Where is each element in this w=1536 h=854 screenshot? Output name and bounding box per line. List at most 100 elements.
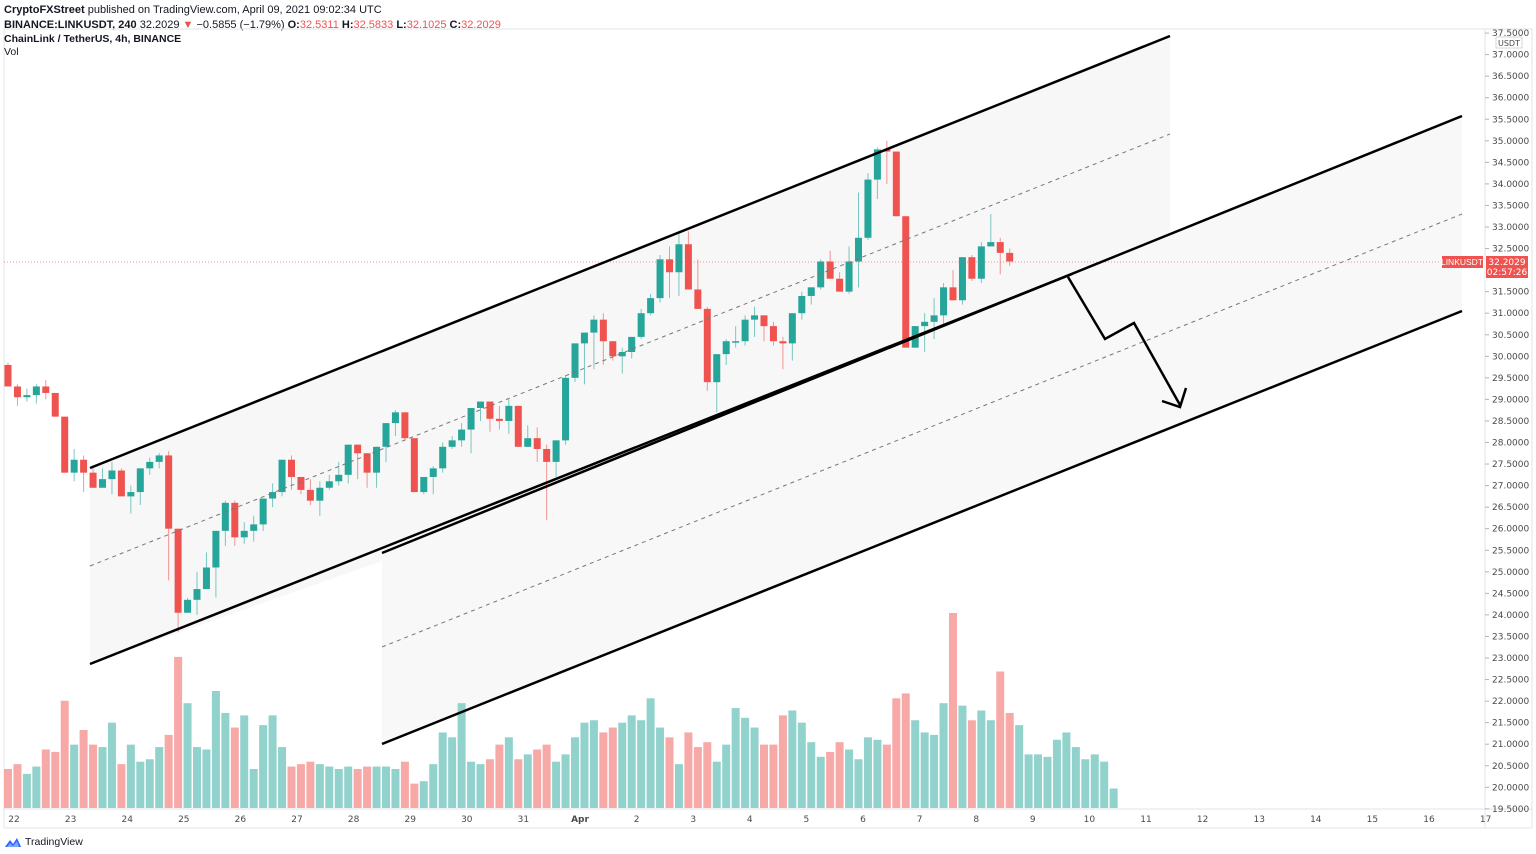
price-tick-label: 25.0000 bbox=[1492, 568, 1529, 578]
publisher-name[interactable]: CryptoFXStreet bbox=[4, 4, 85, 16]
candle-down bbox=[89, 472, 97, 488]
candle-down bbox=[401, 412, 409, 439]
volume-bar bbox=[722, 744, 731, 808]
volume-bar bbox=[996, 671, 1005, 808]
volume-bar bbox=[911, 720, 920, 808]
volume-bar bbox=[183, 703, 192, 808]
candle-down bbox=[902, 216, 910, 348]
candle-up bbox=[146, 461, 154, 469]
candle-up bbox=[798, 295, 806, 314]
time-tick-label: 22 bbox=[8, 815, 19, 825]
volume-bar bbox=[1005, 712, 1014, 808]
volume-indicator-label[interactable]: Vol bbox=[4, 46, 19, 58]
volume-bar bbox=[495, 744, 504, 808]
candle-down bbox=[599, 319, 607, 342]
candle-up bbox=[429, 468, 437, 477]
series-legend: ChainLink / TetherUS, 4h, BINANCE Vol bbox=[4, 33, 181, 59]
volume-bar bbox=[268, 715, 277, 808]
price-axis[interactable]: 37.5000 37.0000 36.5000 36.0000 35.5000 35.00… bbox=[1485, 29, 1529, 815]
candle-up bbox=[580, 332, 588, 344]
volume-bar bbox=[211, 691, 220, 808]
volume-bar bbox=[344, 766, 353, 808]
price-tick-label: 26.5000 bbox=[1492, 503, 1529, 513]
candle-down bbox=[288, 459, 295, 477]
candle-down bbox=[836, 278, 844, 292]
tradingview-brand: TradingView bbox=[25, 836, 83, 848]
price-tick-label: 24.0000 bbox=[1492, 611, 1529, 621]
candle-down bbox=[174, 528, 182, 613]
volume-bar bbox=[400, 761, 409, 808]
candle-down bbox=[42, 386, 50, 393]
time-tick-label: 2 bbox=[634, 815, 640, 825]
volume-bar bbox=[826, 751, 835, 808]
candle-down bbox=[51, 392, 59, 417]
volume-bar bbox=[278, 747, 287, 808]
volume-bar bbox=[145, 759, 154, 808]
candle-up bbox=[628, 336, 636, 352]
time-tick-label: 13 bbox=[1253, 815, 1264, 825]
time-tick-label: 9 bbox=[1030, 815, 1036, 825]
volume-bar bbox=[504, 737, 513, 808]
volume-bar bbox=[712, 761, 721, 808]
close-label: C: bbox=[449, 19, 462, 31]
last-price: 32.2029 bbox=[139, 19, 180, 31]
symbol-price-tag bbox=[1442, 256, 1483, 268]
channel-2-midline[interactable] bbox=[381, 213, 1463, 648]
volume-bar bbox=[193, 747, 201, 808]
volume-bar bbox=[419, 781, 428, 808]
volume-bar bbox=[778, 715, 787, 808]
tradingview-logo[interactable]: TradingView bbox=[4, 836, 83, 848]
price-tick-label: 30.0000 bbox=[1492, 352, 1529, 362]
volume-bar bbox=[561, 754, 570, 808]
currency-label: USDT bbox=[1498, 39, 1520, 48]
candle-down bbox=[514, 405, 522, 447]
volume-bar bbox=[70, 744, 79, 808]
volume-bar bbox=[637, 720, 646, 808]
price-tick-label: 30.5000 bbox=[1492, 331, 1529, 341]
candle-up bbox=[647, 298, 655, 314]
volume-bar bbox=[438, 732, 447, 808]
volume-bar bbox=[230, 727, 239, 808]
candle-up bbox=[713, 354, 721, 383]
time-axis[interactable]: 22 23 24 25 26 27 28 29 30 31 Apr 2 3 4 5 6 7 8 9 10 11 12 13 1… bbox=[8, 815, 1491, 825]
arrow-head-icon bbox=[1161, 387, 1188, 409]
volume-bars bbox=[4, 613, 1118, 808]
candle-up bbox=[477, 401, 484, 409]
candle-up bbox=[637, 313, 645, 337]
bar-countdown: 02:57:26 bbox=[1487, 268, 1528, 278]
candle-up bbox=[193, 589, 201, 600]
candle-down bbox=[684, 244, 692, 290]
channel-1-midline[interactable] bbox=[89, 133, 1171, 567]
volume-bar bbox=[892, 698, 901, 808]
channel-2-fill bbox=[382, 116, 1462, 744]
open-value: 32.5311 bbox=[299, 19, 339, 31]
series-title[interactable]: ChainLink / TetherUS, 4h, BINANCE bbox=[4, 33, 182, 45]
currency-badge bbox=[1495, 36, 1523, 49]
candle-up bbox=[618, 351, 626, 357]
channel-1-upper-line[interactable] bbox=[89, 34, 1171, 470]
volume-bar bbox=[98, 747, 107, 808]
volume-bar bbox=[741, 717, 750, 808]
volume-bar bbox=[32, 766, 41, 808]
volume-bar bbox=[315, 764, 324, 808]
candle-up bbox=[184, 599, 192, 613]
volume-bar bbox=[514, 759, 523, 808]
volume-bar bbox=[542, 744, 551, 808]
volume-bar bbox=[618, 722, 627, 808]
channel-2-upper-line[interactable] bbox=[381, 114, 1463, 555]
time-tick-label: 28 bbox=[348, 815, 360, 825]
time-tick-label: 25 bbox=[178, 815, 189, 825]
time-tick-label: 12 bbox=[1197, 815, 1208, 825]
candle-up bbox=[921, 321, 929, 327]
channel-2-lower-line[interactable] bbox=[381, 309, 1463, 746]
candle-up bbox=[448, 440, 456, 447]
candle-down bbox=[826, 261, 834, 279]
candle-down bbox=[533, 438, 541, 449]
volume-bar bbox=[930, 734, 939, 808]
time-tick-label: 29 bbox=[404, 815, 416, 825]
zigzag-down-arrow-icon[interactable] bbox=[1066, 276, 1182, 406]
price-tick-label: 20.5000 bbox=[1492, 762, 1529, 772]
candle-down bbox=[410, 438, 418, 493]
volume-bar bbox=[1071, 747, 1080, 808]
